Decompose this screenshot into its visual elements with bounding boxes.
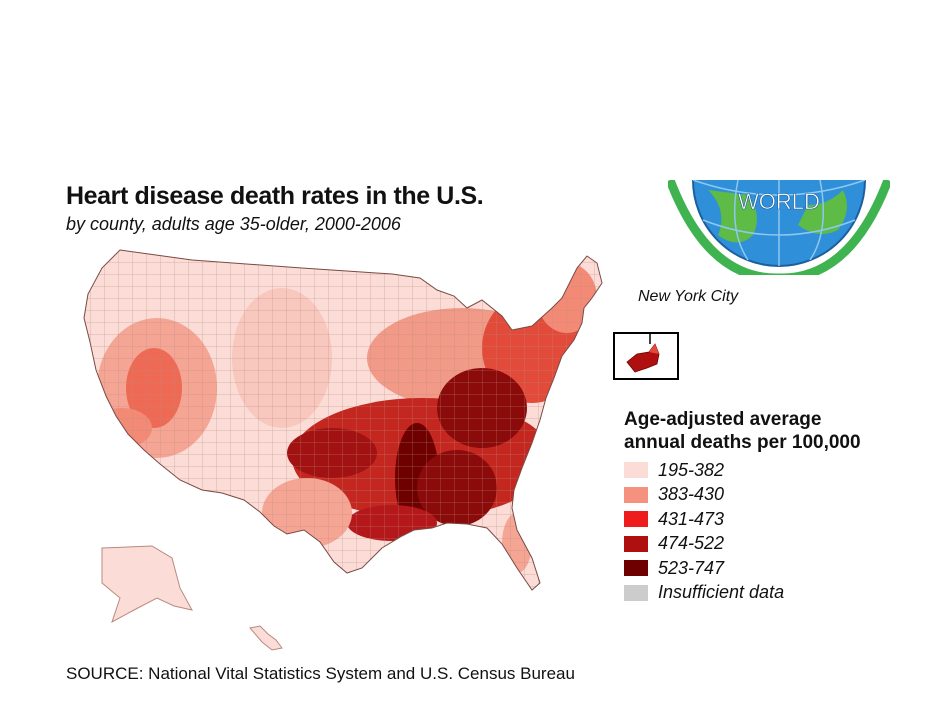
legend-item: 195-382 [624, 458, 924, 483]
source-note: SOURCE: National Vital Statistics System… [66, 664, 575, 683]
legend-item: 431-473 [624, 507, 924, 532]
legend-label: 383-430 [658, 484, 725, 505]
legend: Age-adjusted average annual deaths per 1… [624, 408, 924, 605]
legend-label: 523-747 [658, 557, 725, 578]
us-county-map [83, 249, 603, 651]
legend-swatch [624, 584, 648, 601]
nyc-inset-label: New York City [638, 288, 739, 305]
legend-swatch [624, 486, 648, 503]
alaska-shape [101, 545, 193, 624]
legend-swatch [624, 560, 648, 577]
legend-label: 474-522 [658, 533, 725, 554]
legend-item: 523-747 [624, 556, 924, 581]
nyc-inset-map [613, 332, 679, 380]
legend-label: 195-382 [658, 459, 725, 480]
map-title: Heart disease death rates in the U.S. [66, 182, 484, 210]
legend-item: 474-522 [624, 532, 924, 557]
legend-item: 383-430 [624, 483, 924, 508]
world-globe-logo: WORLD [668, 180, 890, 275]
legend-title-line1: Age-adjusted average [624, 409, 822, 430]
legend-swatch [624, 462, 648, 479]
legend-title-line2: annual deaths per 100,000 [624, 432, 861, 453]
legend-label: Insufficient data [658, 582, 785, 603]
legend-swatch [624, 511, 648, 528]
legend-swatch [624, 535, 648, 552]
legend-item: Insufficient data [624, 581, 924, 606]
hawaii-shape [249, 625, 283, 651]
legend-label: 431-473 [658, 508, 725, 529]
map-subtitle: by county, adults age 35-older, 2000-200… [66, 214, 401, 234]
logo-text: WORLD [738, 189, 820, 214]
